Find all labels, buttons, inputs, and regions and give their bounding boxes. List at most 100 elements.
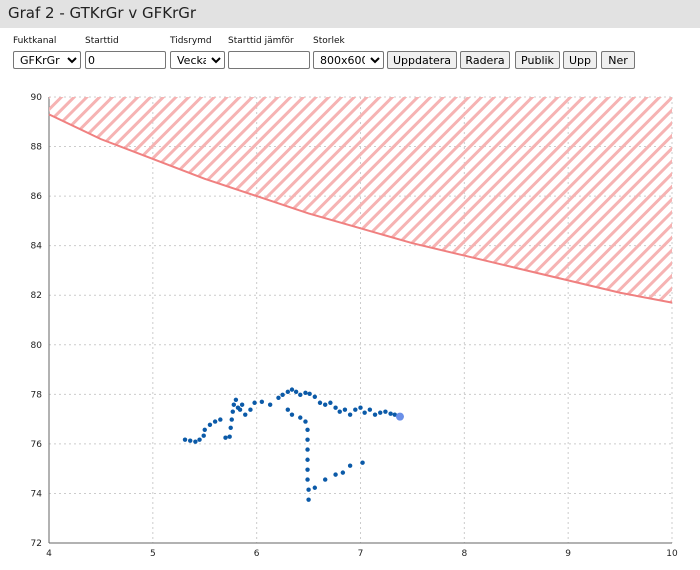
y-tick-label: 84 bbox=[31, 242, 43, 252]
point bbox=[223, 435, 228, 440]
point bbox=[353, 407, 358, 412]
point bbox=[305, 477, 310, 482]
storlek-select[interactable]: 800x600 bbox=[313, 51, 384, 69]
point bbox=[289, 387, 295, 392]
point bbox=[328, 400, 333, 405]
point bbox=[298, 392, 303, 398]
point bbox=[342, 407, 348, 412]
point bbox=[252, 400, 257, 405]
y-tick-label: 82 bbox=[31, 291, 42, 301]
button[interactable]: Uppdatera bbox=[387, 51, 457, 69]
point bbox=[340, 470, 346, 475]
label: Starttid jämför bbox=[228, 36, 294, 46]
point bbox=[231, 402, 237, 407]
point bbox=[307, 391, 312, 397]
point bbox=[337, 409, 342, 414]
point bbox=[239, 402, 245, 407]
point bbox=[218, 417, 223, 422]
label: Starttid bbox=[85, 36, 119, 46]
y-tick-label: 74 bbox=[31, 489, 43, 499]
point bbox=[285, 407, 291, 412]
point bbox=[289, 412, 295, 417]
highlighted-point bbox=[395, 412, 404, 421]
point bbox=[207, 422, 213, 428]
y-tick-label: 86 bbox=[31, 192, 43, 202]
label: Fuktkanal bbox=[13, 36, 57, 46]
button[interactable]: Upp bbox=[563, 51, 597, 69]
button[interactable]: Publik bbox=[515, 51, 560, 69]
point bbox=[293, 389, 299, 395]
point bbox=[197, 437, 202, 442]
point bbox=[303, 390, 308, 396]
point bbox=[305, 447, 310, 452]
y-tick-label: 78 bbox=[31, 390, 43, 400]
point bbox=[202, 427, 207, 432]
x-tick-label: 10 bbox=[666, 549, 678, 559]
point bbox=[280, 392, 285, 398]
limit-line bbox=[48, 113, 673, 304]
title-bar: Graf 2 - GTKrGr v GFKrGr bbox=[0, 0, 700, 28]
point bbox=[227, 434, 232, 439]
point bbox=[362, 410, 367, 415]
point bbox=[347, 412, 353, 417]
point bbox=[306, 487, 311, 492]
point bbox=[303, 419, 308, 424]
point bbox=[276, 395, 281, 401]
point bbox=[360, 460, 365, 465]
point bbox=[392, 412, 397, 417]
y-tick-label: 76 bbox=[31, 440, 43, 450]
point bbox=[193, 439, 198, 444]
point bbox=[306, 497, 311, 502]
page-title: Graf 2 - GTKrGr v GFKrGr bbox=[8, 4, 197, 22]
point bbox=[243, 412, 248, 417]
button[interactable]: Ner bbox=[601, 51, 635, 69]
point bbox=[305, 427, 310, 432]
starttid-jamfor-input[interactable] bbox=[228, 51, 310, 69]
button[interactable]: Radera bbox=[460, 51, 510, 69]
point bbox=[367, 407, 373, 412]
x-tick-label: 6 bbox=[254, 549, 260, 559]
point bbox=[259, 399, 265, 404]
point bbox=[305, 437, 310, 442]
point bbox=[182, 437, 188, 442]
point bbox=[237, 407, 243, 412]
point bbox=[305, 457, 310, 462]
tidsrymd-select[interactable]: Vecka bbox=[170, 51, 225, 69]
y-tick-label: 90 bbox=[31, 93, 43, 103]
point bbox=[322, 402, 328, 407]
point bbox=[333, 405, 338, 410]
point bbox=[267, 402, 273, 407]
point bbox=[201, 433, 206, 438]
fuktkanal-select[interactable]: GFKrGr bbox=[13, 51, 81, 69]
point bbox=[372, 412, 378, 417]
point bbox=[188, 438, 193, 443]
point bbox=[383, 409, 388, 414]
x-tick-label: 5 bbox=[150, 549, 156, 559]
label: Tidsrymd bbox=[170, 36, 212, 46]
x-tick-label: 9 bbox=[565, 549, 571, 559]
point bbox=[212, 419, 218, 424]
label: Storlek bbox=[313, 36, 345, 46]
y-tick-label: 88 bbox=[31, 143, 43, 153]
point bbox=[317, 400, 323, 405]
starttid-input[interactable] bbox=[85, 51, 166, 69]
x-tick-label: 8 bbox=[461, 549, 467, 559]
point bbox=[285, 389, 291, 395]
point bbox=[378, 410, 383, 415]
point bbox=[322, 477, 328, 482]
point bbox=[248, 407, 253, 412]
point bbox=[229, 417, 234, 422]
point bbox=[312, 394, 318, 400]
x-tick-label: 4 bbox=[46, 549, 52, 559]
point bbox=[233, 397, 239, 402]
point bbox=[305, 467, 310, 472]
y-tick-label: 80 bbox=[31, 341, 43, 351]
x-tick-label: 7 bbox=[358, 549, 364, 559]
point bbox=[333, 472, 338, 477]
point bbox=[228, 425, 233, 430]
hatched-area bbox=[49, 97, 672, 303]
point bbox=[230, 409, 235, 414]
point bbox=[388, 411, 393, 416]
